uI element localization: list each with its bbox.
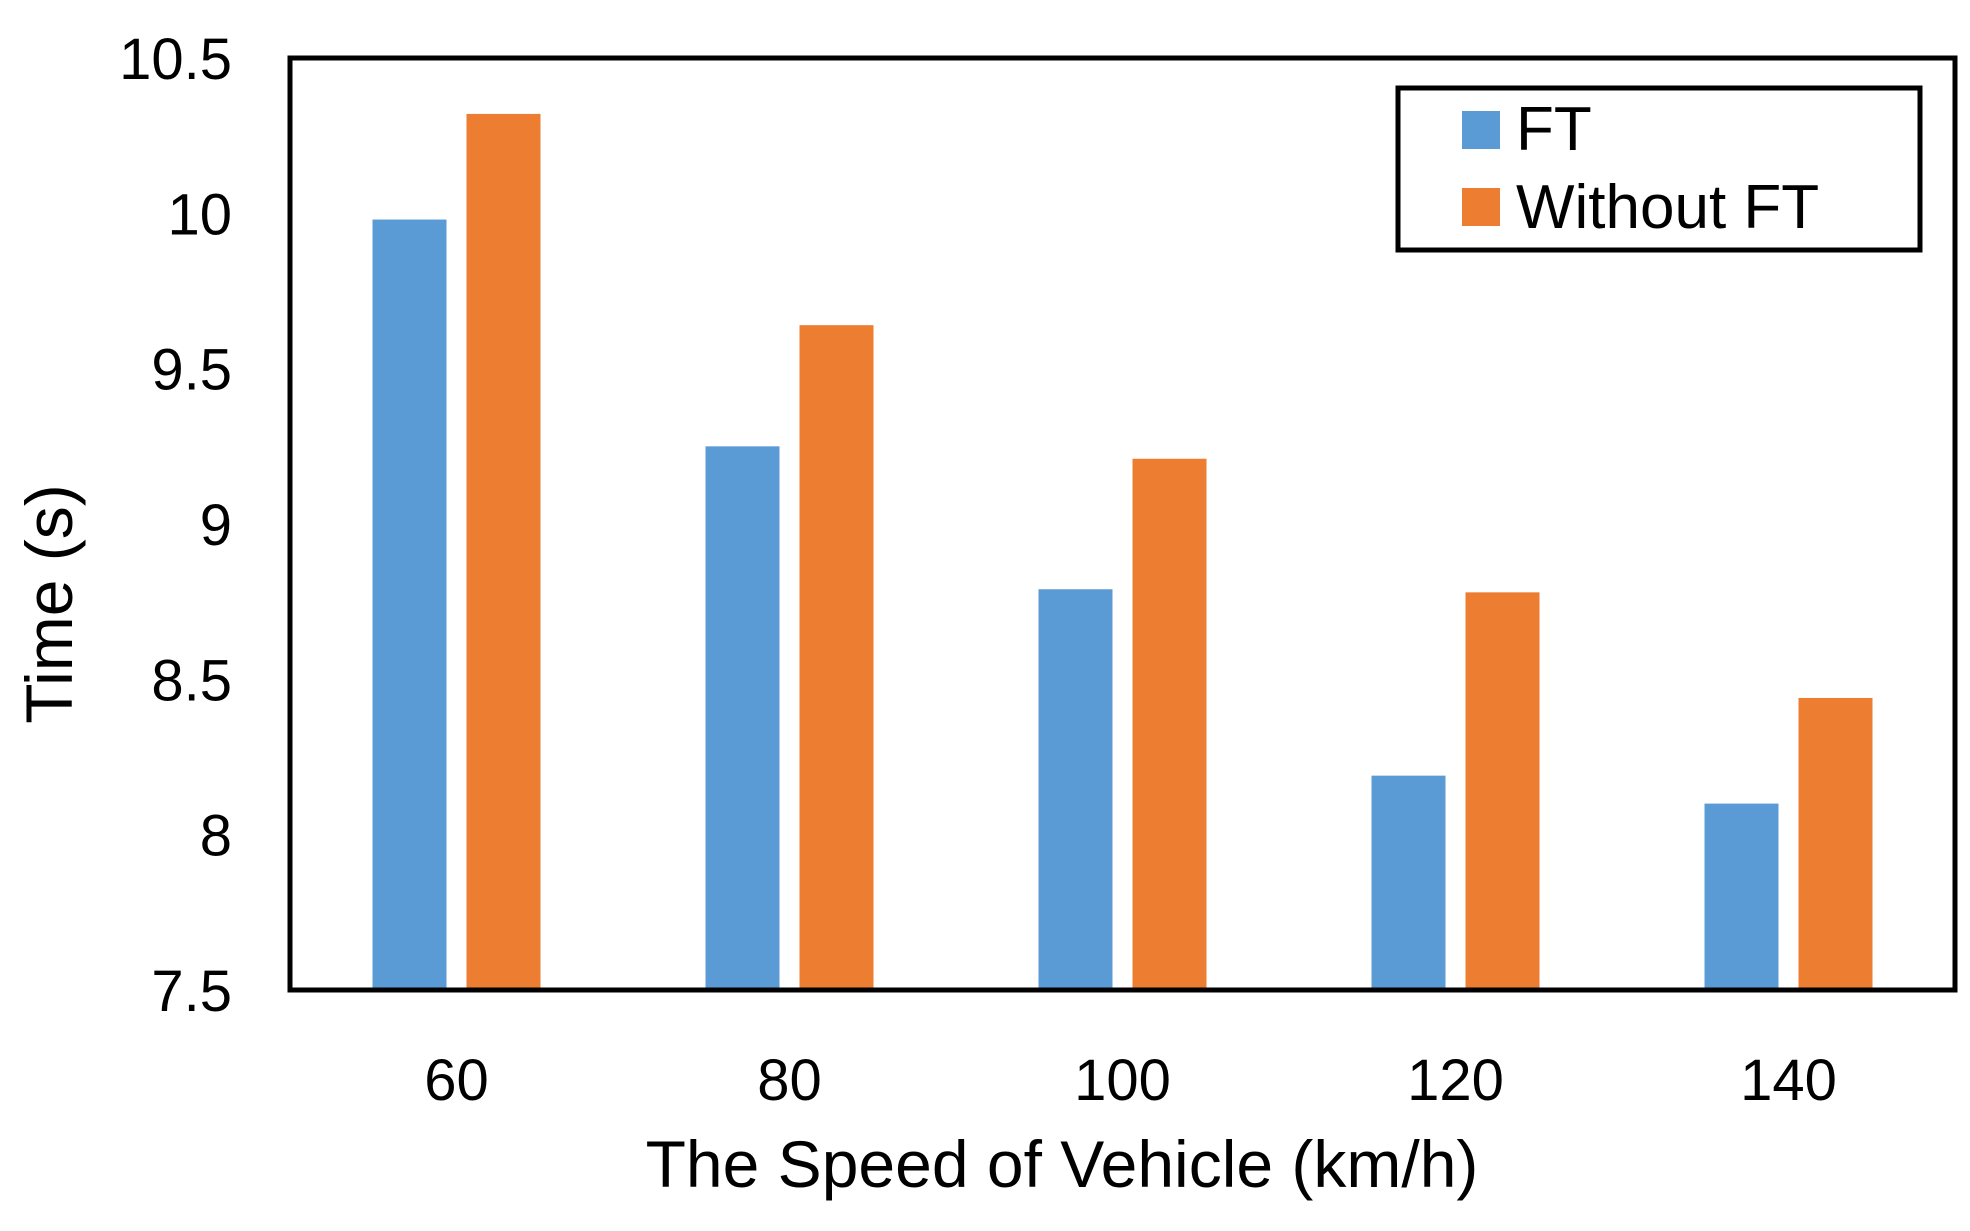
bar-ft-80 — [705, 446, 780, 990]
y-tick-label: 9.5 — [151, 338, 232, 403]
legend-swatch-without-ft — [1462, 188, 1500, 226]
y-tick-label: 8 — [200, 804, 232, 869]
bar-without-ft-80 — [799, 325, 874, 990]
y-axis-title: Time (s) — [12, 484, 86, 724]
bar-ft-120 — [1371, 775, 1446, 990]
bar-ft-140 — [1704, 803, 1779, 990]
x-tick-label: 80 — [757, 1048, 822, 1113]
bar-without-ft-140 — [1798, 697, 1873, 990]
plot-area-frame — [287, 55, 1958, 993]
y-axis-tick-labels: 7.5 8 8.5 9 9.5 10 10.5 — [119, 27, 232, 1024]
bar-without-ft-60 — [466, 113, 541, 991]
legend-label-ft: FT — [1516, 95, 1592, 164]
bars-layer — [372, 113, 1873, 991]
bar-without-ft-100 — [1132, 458, 1207, 990]
legend-label-without-ft: Without FT — [1516, 173, 1819, 242]
x-axis-title: The Speed of Vehicle (km/h) — [646, 1127, 1479, 1201]
y-tick-label: 8.5 — [151, 648, 232, 713]
legend-swatch-ft — [1462, 111, 1500, 149]
y-tick-label: 10 — [167, 182, 232, 247]
x-tick-label: 120 — [1407, 1048, 1504, 1113]
bar-ft-60 — [372, 219, 447, 991]
x-tick-label: 140 — [1740, 1048, 1837, 1113]
x-tick-label: 60 — [424, 1048, 489, 1113]
bar-ft-100 — [1038, 589, 1113, 990]
x-axis-tick-labels: 60 80 100 120 140 — [424, 1048, 1837, 1113]
y-tick-label: 7.5 — [151, 959, 232, 1024]
y-tick-label: 9 — [200, 493, 232, 558]
y-tick-label: 10.5 — [119, 27, 232, 92]
x-tick-label: 100 — [1074, 1048, 1171, 1113]
legend: FT Without FT — [1395, 85, 1923, 253]
bar-without-ft-120 — [1465, 592, 1540, 990]
